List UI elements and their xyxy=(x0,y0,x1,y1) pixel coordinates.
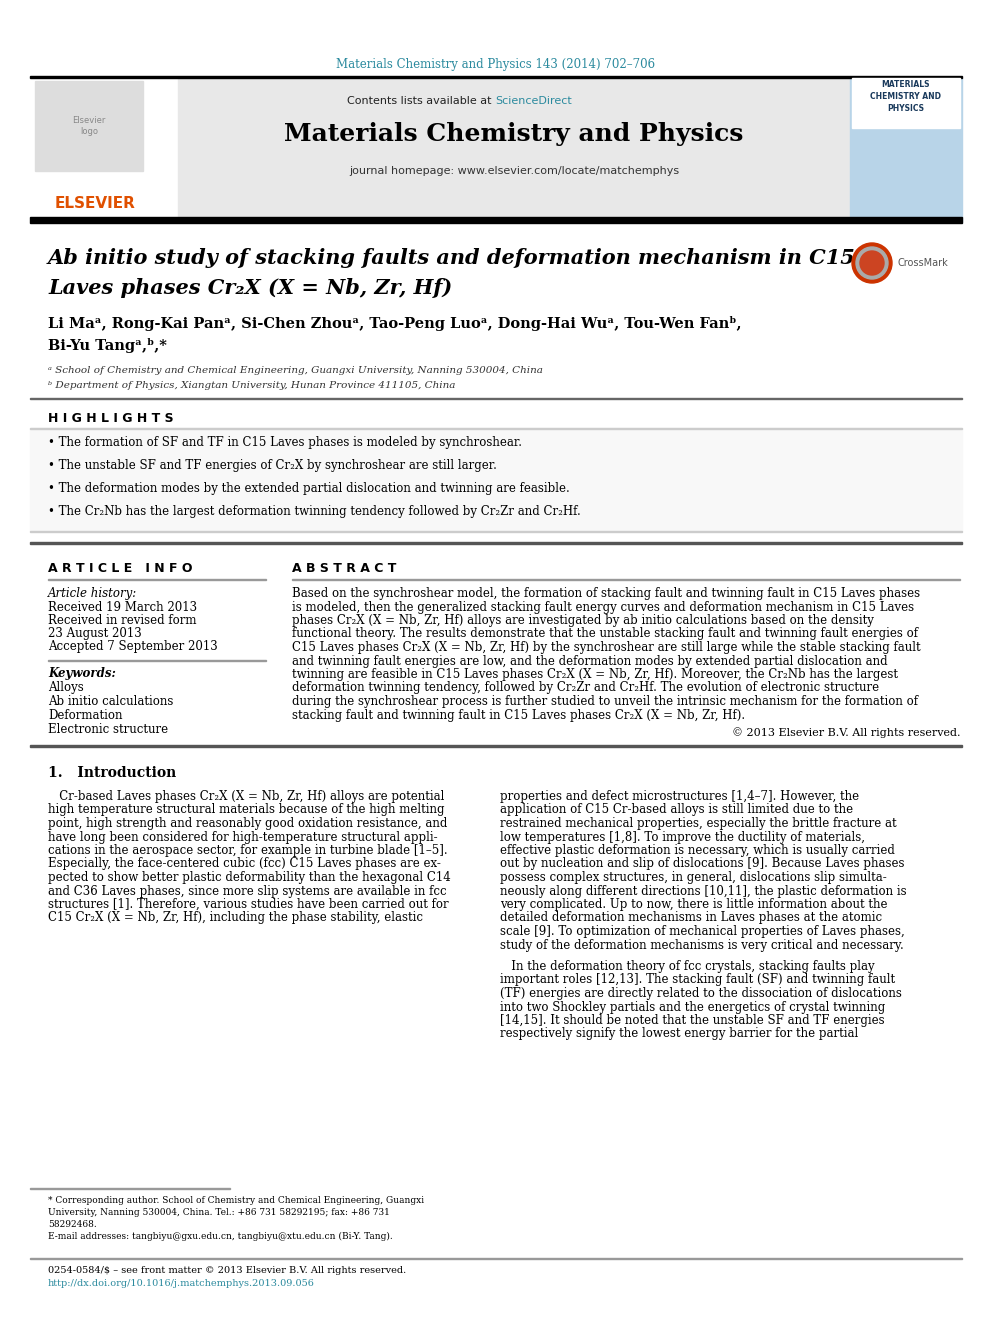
Text: into two Shockley partials and the energetics of crystal twinning: into two Shockley partials and the energ… xyxy=(500,1000,885,1013)
Text: neously along different directions [10,11], the plastic deformation is: neously along different directions [10,1… xyxy=(500,885,907,897)
Text: application of C15 Cr-based alloys is still limited due to the: application of C15 Cr-based alloys is st… xyxy=(500,803,853,816)
Text: http://dx.doi.org/10.1016/j.matchemphys.2013.09.056: http://dx.doi.org/10.1016/j.matchemphys.… xyxy=(48,1279,314,1289)
Bar xyxy=(178,78,850,222)
Text: ScienceDirect: ScienceDirect xyxy=(495,97,571,106)
Text: • The deformation modes by the extended partial dislocation and twinning are fea: • The deformation modes by the extended … xyxy=(48,482,569,495)
Text: (TF) energies are directly related to the dissociation of dislocations: (TF) energies are directly related to th… xyxy=(500,987,902,1000)
Text: University, Nanning 530004, China. Tel.: +86 731 58292195; fax: +86 731: University, Nanning 530004, China. Tel.:… xyxy=(48,1208,390,1217)
Bar xyxy=(30,542,962,544)
Text: properties and defect microstructures [1,4–7]. However, the: properties and defect microstructures [1… xyxy=(500,790,859,803)
Text: Materials Chemistry and Physics: Materials Chemistry and Physics xyxy=(285,122,744,146)
Text: possess complex structures, in general, dislocations slip simulta-: possess complex structures, in general, … xyxy=(500,871,887,884)
Circle shape xyxy=(852,243,892,283)
Text: phases Cr₂X (X = Nb, Zr, Hf) alloys are investigated by ab initio calculations b: phases Cr₂X (X = Nb, Zr, Hf) alloys are … xyxy=(292,614,874,627)
Text: 1.   Introduction: 1. Introduction xyxy=(48,766,177,781)
Text: structures [1]. Therefore, various studies have been carried out for: structures [1]. Therefore, various studi… xyxy=(48,898,448,912)
Text: journal homepage: www.elsevier.com/locate/matchemphys: journal homepage: www.elsevier.com/locat… xyxy=(349,165,680,176)
Text: Ab initio study of stacking faults and deformation mechanism in C15: Ab initio study of stacking faults and d… xyxy=(48,247,856,269)
Text: MATERIALS
CHEMISTRY AND
PHYSICS: MATERIALS CHEMISTRY AND PHYSICS xyxy=(871,79,941,112)
Text: high temperature structural materials because of the high melting: high temperature structural materials be… xyxy=(48,803,444,816)
Text: Li Maᵃ, Rong-Kai Panᵃ, Si-Chen Zhouᵃ, Tao-Peng Luoᵃ, Dong-Hai Wuᵃ, Tou-Wen Fanᵇ,: Li Maᵃ, Rong-Kai Panᵃ, Si-Chen Zhouᵃ, Ta… xyxy=(48,316,741,331)
Circle shape xyxy=(856,247,888,279)
Text: H I G H L I G H T S: H I G H L I G H T S xyxy=(48,411,174,425)
Bar xyxy=(852,78,960,128)
Text: C15 Laves phases Cr₂X (X = Nb, Zr, Hf) by the synchroshear are still large while: C15 Laves phases Cr₂X (X = Nb, Zr, Hf) b… xyxy=(292,642,921,654)
Text: 23 August 2013: 23 August 2013 xyxy=(48,627,142,640)
Bar xyxy=(850,78,962,222)
Circle shape xyxy=(860,251,884,275)
Bar xyxy=(30,217,962,224)
Text: © 2013 Elsevier B.V. All rights reserved.: © 2013 Elsevier B.V. All rights reserved… xyxy=(731,728,960,738)
Text: • The formation of SF and TF in C15 Laves phases is modeled by synchroshear.: • The formation of SF and TF in C15 Lave… xyxy=(48,437,522,448)
Text: Article history:: Article history: xyxy=(48,587,137,601)
Text: respectively signify the lowest energy barrier for the partial: respectively signify the lowest energy b… xyxy=(500,1028,858,1040)
Text: study of the deformation mechanisms is very critical and necessary.: study of the deformation mechanisms is v… xyxy=(500,938,904,951)
Text: 0254-0584/$ – see front matter © 2013 Elsevier B.V. All rights reserved.: 0254-0584/$ – see front matter © 2013 El… xyxy=(48,1266,407,1275)
Text: very complicated. Up to now, there is little information about the: very complicated. Up to now, there is li… xyxy=(500,898,888,912)
Text: Laves phases Cr₂X (X = Nb, Zr, Hf): Laves phases Cr₂X (X = Nb, Zr, Hf) xyxy=(48,278,452,298)
Text: out by nucleation and slip of dislocations [9]. Because Laves phases: out by nucleation and slip of dislocatio… xyxy=(500,857,905,871)
Text: Deformation: Deformation xyxy=(48,709,122,722)
Text: have long been considered for high-temperature structural appli-: have long been considered for high-tempe… xyxy=(48,831,437,844)
Text: • The unstable SF and TF energies of Cr₂X by synchroshear are still larger.: • The unstable SF and TF energies of Cr₂… xyxy=(48,459,497,472)
Text: Alloys: Alloys xyxy=(48,681,83,695)
Text: pected to show better plastic deformability than the hexagonal C14: pected to show better plastic deformabil… xyxy=(48,871,450,884)
Text: 58292468.: 58292468. xyxy=(48,1220,97,1229)
Text: ELSEVIER: ELSEVIER xyxy=(55,197,136,212)
Text: low temperatures [1,8]. To improve the ductility of materials,: low temperatures [1,8]. To improve the d… xyxy=(500,831,865,844)
Text: Contents lists available at: Contents lists available at xyxy=(347,97,495,106)
Text: stacking fault and twinning fault in C15 Laves phases Cr₂X (X = Nb, Zr, Hf).: stacking fault and twinning fault in C15… xyxy=(292,709,745,721)
Text: In the deformation theory of fcc crystals, stacking faults play: In the deformation theory of fcc crystal… xyxy=(500,960,875,972)
Text: Keywords:: Keywords: xyxy=(48,667,116,680)
Text: detailed deformation mechanisms in Laves phases at the atomic: detailed deformation mechanisms in Laves… xyxy=(500,912,882,925)
Text: point, high strength and reasonably good oxidation resistance, and: point, high strength and reasonably good… xyxy=(48,818,447,830)
Text: cations in the aerospace sector, for example in turbine blade [1–5].: cations in the aerospace sector, for exa… xyxy=(48,844,447,857)
Text: effective plastic deformation is necessary, which is usually carried: effective plastic deformation is necessa… xyxy=(500,844,895,857)
Text: Electronic structure: Electronic structure xyxy=(48,722,168,736)
Text: important roles [12,13]. The stacking fault (SF) and twinning fault: important roles [12,13]. The stacking fa… xyxy=(500,974,895,987)
Text: Received 19 March 2013: Received 19 March 2013 xyxy=(48,601,197,614)
Text: and C36 Laves phases, since more slip systems are available in fcc: and C36 Laves phases, since more slip sy… xyxy=(48,885,446,897)
Text: * Corresponding author. School of Chemistry and Chemical Engineering, Guangxi: * Corresponding author. School of Chemis… xyxy=(48,1196,425,1205)
Text: • The Cr₂Nb has the largest deformation twinning tendency followed by Cr₂Zr and : • The Cr₂Nb has the largest deformation … xyxy=(48,505,580,519)
Text: functional theory. The results demonstrate that the unstable stacking fault and : functional theory. The results demonstra… xyxy=(292,627,918,640)
Text: CrossMark: CrossMark xyxy=(897,258,947,269)
Text: restrained mechanical properties, especially the brittle fracture at: restrained mechanical properties, especi… xyxy=(500,818,897,830)
Text: is modeled, then the generalized stacking fault energy curves and deformation me: is modeled, then the generalized stackin… xyxy=(292,601,914,614)
Bar xyxy=(30,78,178,222)
Text: Received in revised form: Received in revised form xyxy=(48,614,196,627)
Text: Elsevier
logo: Elsevier logo xyxy=(72,116,106,136)
Text: twinning are feasible in C15 Laves phases Cr₂X (X = Nb, Zr, Hf). Moreover, the C: twinning are feasible in C15 Laves phase… xyxy=(292,668,898,681)
Text: Especially, the face-centered cubic (fcc) C15 Laves phases are ex-: Especially, the face-centered cubic (fcc… xyxy=(48,857,440,871)
Text: during the synchroshear process is further studied to unveil the intrinsic mecha: during the synchroshear process is furth… xyxy=(292,695,918,708)
Bar xyxy=(30,75,962,78)
Text: deformation twinning tendency, followed by Cr₂Zr and Cr₂Hf. The evolution of ele: deformation twinning tendency, followed … xyxy=(292,681,879,695)
Text: [14,15]. It should be noted that the unstable SF and TF energies: [14,15]. It should be noted that the uns… xyxy=(500,1013,885,1027)
Text: ᵇ Department of Physics, Xiangtan University, Hunan Province 411105, China: ᵇ Department of Physics, Xiangtan Univer… xyxy=(48,381,455,390)
Text: ᵃ School of Chemistry and Chemical Engineering, Guangxi University, Nanning 5300: ᵃ School of Chemistry and Chemical Engin… xyxy=(48,366,543,374)
Text: A B S T R A C T: A B S T R A C T xyxy=(292,562,397,576)
Text: Based on the synchroshear model, the formation of stacking fault and twinning fa: Based on the synchroshear model, the for… xyxy=(292,587,921,601)
Bar xyxy=(30,429,962,531)
Text: C15 Cr₂X (X = Nb, Zr, Hf), including the phase stability, elastic: C15 Cr₂X (X = Nb, Zr, Hf), including the… xyxy=(48,912,423,925)
Text: Materials Chemistry and Physics 143 (2014) 702–706: Materials Chemistry and Physics 143 (201… xyxy=(336,58,656,71)
Bar xyxy=(30,745,962,746)
Bar xyxy=(35,81,143,171)
Text: Ab initio calculations: Ab initio calculations xyxy=(48,695,174,708)
Text: E-mail addresses: tangbiyu@gxu.edu.cn, tangbiyu@xtu.edu.cn (Bi-Y. Tang).: E-mail addresses: tangbiyu@gxu.edu.cn, t… xyxy=(48,1232,393,1241)
Text: A R T I C L E   I N F O: A R T I C L E I N F O xyxy=(48,562,192,576)
Text: scale [9]. To optimization of mechanical properties of Laves phases,: scale [9]. To optimization of mechanical… xyxy=(500,925,905,938)
Text: Bi-Yu Tangᵃ,ᵇ,*: Bi-Yu Tangᵃ,ᵇ,* xyxy=(48,337,167,353)
Text: Accepted 7 September 2013: Accepted 7 September 2013 xyxy=(48,640,218,654)
Text: Cr-based Laves phases Cr₂X (X = Nb, Zr, Hf) alloys are potential: Cr-based Laves phases Cr₂X (X = Nb, Zr, … xyxy=(48,790,444,803)
Text: and twinning fault energies are low, and the deformation modes by extended parti: and twinning fault energies are low, and… xyxy=(292,655,888,668)
